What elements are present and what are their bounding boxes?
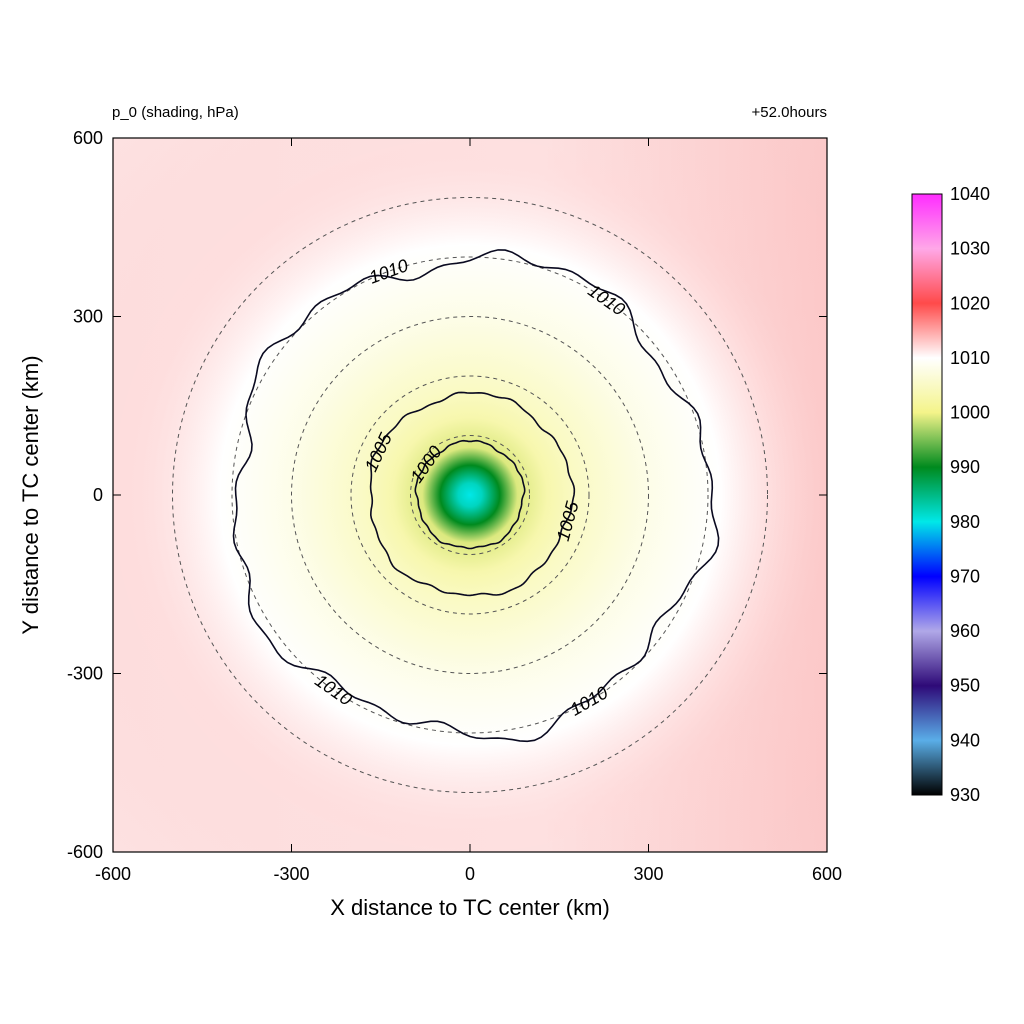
contour-1010 — [232, 249, 720, 743]
contour-1005 — [369, 391, 576, 597]
colorbar-label-950: 950 — [950, 676, 980, 696]
title-right: +52.0hours — [752, 104, 827, 121]
range-circle-200km — [350, 375, 590, 615]
y-tick-label-0: 0 — [93, 485, 103, 505]
y-axis-title: Y distance to TC center (km) — [18, 355, 43, 634]
contour-1000 — [414, 439, 526, 550]
x-tick-label-0: 0 — [465, 864, 475, 884]
colorbar-label-1000: 1000 — [950, 403, 990, 423]
x-tick-label--600: -600 — [95, 864, 131, 884]
colorbar-label-970: 970 — [950, 566, 980, 586]
colorbar-label-960: 960 — [950, 621, 980, 641]
dashed-circles — [172, 197, 768, 793]
range-circle-500km — [172, 197, 768, 793]
colorbar-label-1040: 1040 — [950, 184, 990, 204]
colorbar-label-1030: 1030 — [950, 239, 990, 259]
y-tick-label-600: 600 — [73, 128, 103, 148]
pressure-field — [113, 138, 827, 852]
range-circle-400km — [231, 256, 709, 734]
y-tick-label--300: -300 — [67, 664, 103, 684]
colorbar-label-1010: 1010 — [950, 348, 990, 368]
range-circle-300km — [291, 316, 649, 674]
colorbar-label-980: 980 — [950, 512, 980, 532]
y-tick-labels: 600 300 0 -300 -600 — [67, 128, 103, 862]
x-tick-label-600: 600 — [812, 864, 842, 884]
colorbar-labels: 1040 1030 1020 1010 1000 990 980 970 960 950 940 93… — [950, 184, 990, 805]
y-tick-label--600: -600 — [67, 842, 103, 862]
colorbar: 1040 1030 1020 1010 1000 990 980 970 960 950 940 93… — [911, 184, 990, 805]
x-tick-labels: -600 -300 0 300 600 — [95, 864, 842, 884]
title-left: p_0 (shading, hPa) — [112, 104, 239, 121]
contour-lines — [232, 249, 720, 743]
colorbar-bar — [911, 193, 943, 796]
colorbar-label-930: 930 — [950, 785, 980, 805]
plot-area — [113, 138, 827, 852]
colorbar-label-990: 990 — [950, 457, 980, 477]
x-tick-label--300: -300 — [273, 864, 309, 884]
x-axis-title: X distance to TC center (km) — [330, 895, 610, 920]
axis-ticks — [112, 137, 828, 853]
x-tick-label-300: 300 — [633, 864, 663, 884]
y-tick-label-300: 300 — [73, 307, 103, 327]
colorbar-label-1020: 1020 — [950, 293, 990, 313]
range-circle-100km — [410, 435, 530, 555]
colorbar-label-940: 940 — [950, 730, 980, 750]
